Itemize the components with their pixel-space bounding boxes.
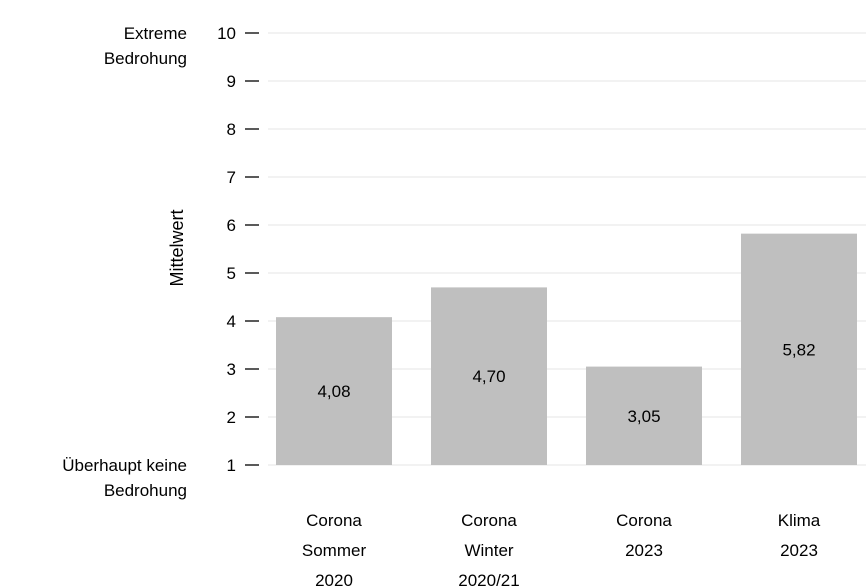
scale-anchors: Extreme Bedrohung Überhaupt keine Bedrohung <box>62 24 187 500</box>
x-category-line: Sommer <box>302 541 367 560</box>
x-category-line: 2020 <box>315 571 353 586</box>
x-category-line: Corona <box>306 511 362 530</box>
y-axis-label: Mittelwert <box>167 209 187 286</box>
x-category-label: Corona Winter 2020/21 <box>458 511 519 586</box>
x-category-line: Corona <box>461 511 517 530</box>
x-category-line: Winter <box>464 541 513 560</box>
x-category-line: 2023 <box>625 541 663 560</box>
x-category-line: Klima <box>778 511 821 530</box>
bar <box>276 317 392 465</box>
y-tick-label: 4 <box>227 312 236 331</box>
y-tick-label: 7 <box>227 168 236 187</box>
scale-anchor-top: Extreme <box>124 24 187 43</box>
x-category-label: Klima 2023 <box>778 511 821 560</box>
y-tick-label: 5 <box>227 264 236 283</box>
x-category-line: Corona <box>616 511 672 530</box>
scale-anchor-top: Bedrohung <box>104 49 187 68</box>
y-tick-label: 9 <box>227 72 236 91</box>
y-tick-label: 8 <box>227 120 236 139</box>
bars: 4,08 4,70 3,05 5,82 <box>276 233 857 465</box>
bar-value-label: 4,08 <box>317 382 350 401</box>
y-tick-label: 1 <box>227 456 236 475</box>
y-tick-label: 2 <box>227 408 236 427</box>
x-category-line: 2023 <box>780 541 818 560</box>
y-axis: 1 2 3 4 5 6 7 8 9 10 <box>217 24 259 475</box>
bar-value-label: 3,05 <box>627 407 660 426</box>
x-category-line: 2020/21 <box>458 571 519 586</box>
bar <box>741 233 857 465</box>
scale-anchor-bottom: Überhaupt keine <box>62 456 187 475</box>
y-tick-label: 10 <box>217 24 236 43</box>
bar <box>586 366 702 465</box>
bar-value-label: 4,70 <box>472 367 505 386</box>
bar <box>431 287 547 465</box>
x-category-label: Corona 2023 <box>616 511 672 560</box>
x-category-label: Corona Sommer 2020 <box>302 511 367 586</box>
bar-value-label: 5,82 <box>782 340 815 359</box>
scale-anchor-bottom: Bedrohung <box>104 481 187 500</box>
y-tick-label: 6 <box>227 216 236 235</box>
y-tick-label: 3 <box>227 360 236 379</box>
